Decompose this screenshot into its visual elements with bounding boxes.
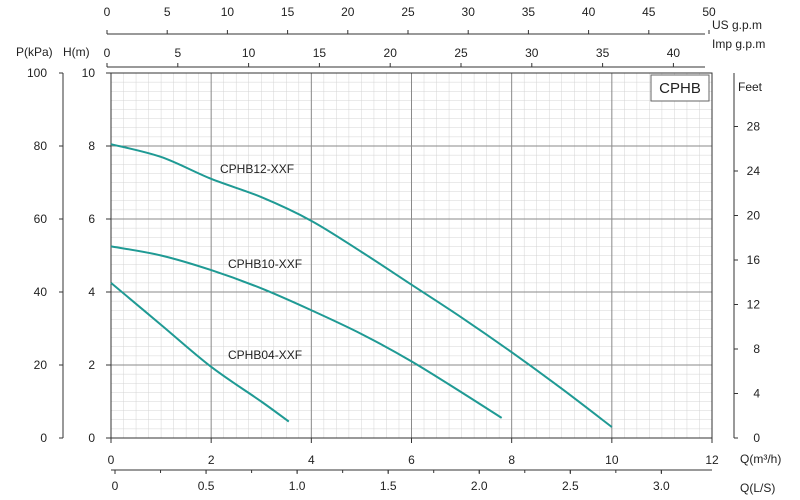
ls-tick-label: 2.0 bbox=[471, 479, 488, 493]
imp-tick-label: 25 bbox=[454, 46, 468, 60]
feet-tick-label: 12 bbox=[747, 297, 761, 311]
us-tick-label: 30 bbox=[462, 5, 476, 19]
curve-label: CPHB04-XXF bbox=[228, 348, 302, 362]
us-tick-label: 35 bbox=[522, 5, 536, 19]
us-tick-label: 0 bbox=[104, 5, 111, 19]
chart-title: CPHB bbox=[659, 80, 701, 97]
curve-label: CPHB12-XXF bbox=[220, 162, 294, 176]
curve-cphb12-xxf bbox=[110, 143, 613, 428]
curve-cphb04-xxf bbox=[110, 282, 290, 423]
us-tick-label: 10 bbox=[221, 5, 235, 19]
us-tick-label: 40 bbox=[582, 5, 596, 19]
curve-label: CPHB10-XXF bbox=[228, 257, 302, 271]
x-tick-label: 10 bbox=[605, 453, 619, 467]
kpa-tick-label: 20 bbox=[34, 358, 48, 372]
feet-tick-label: 4 bbox=[753, 386, 760, 400]
kpa-tick-label: 80 bbox=[34, 139, 48, 153]
h-axis-label: H(m) bbox=[63, 45, 90, 59]
imp-tick-label: 0 bbox=[104, 46, 111, 60]
curves bbox=[110, 143, 613, 428]
ls-tick-label: 3.0 bbox=[653, 479, 670, 493]
h-tick-label: 4 bbox=[88, 285, 95, 299]
us-tick-label: 5 bbox=[164, 5, 171, 19]
kpa-axis-label: P(kPa) bbox=[16, 45, 53, 59]
x-tick-label: 12 bbox=[705, 453, 719, 467]
h-tick-label: 10 bbox=[82, 66, 96, 80]
ls-axis-label: Q(L/S) bbox=[740, 481, 775, 495]
title-box bbox=[650, 74, 710, 102]
feet-tick-label: 28 bbox=[747, 119, 761, 133]
imp-tick-label: 30 bbox=[525, 46, 539, 60]
x-tick-label: 2 bbox=[208, 453, 215, 467]
feet-axis-label: Feet bbox=[738, 80, 763, 94]
imp-tick-label: 10 bbox=[242, 46, 256, 60]
kpa-tick-label: 40 bbox=[34, 285, 48, 299]
curve-cphb10-xxf bbox=[110, 245, 503, 419]
h-tick-label: 2 bbox=[88, 358, 95, 372]
kpa-tick-label: 100 bbox=[27, 66, 47, 80]
x-tick-label: 0 bbox=[108, 453, 115, 467]
us-tick-label: 45 bbox=[642, 5, 656, 19]
kpa-tick-label: 60 bbox=[34, 212, 48, 226]
feet-tick-label: 16 bbox=[747, 253, 761, 267]
ls-tick-label: 1.5 bbox=[380, 479, 397, 493]
imp-tick-label: 20 bbox=[384, 46, 398, 60]
us-tick-label: 50 bbox=[702, 5, 716, 19]
h-tick-label: 8 bbox=[88, 139, 95, 153]
x-tick-label: 8 bbox=[508, 453, 515, 467]
us-axis-label: US g.p.m bbox=[712, 18, 762, 32]
feet-tick-label: 8 bbox=[753, 342, 760, 356]
us-tick-label: 25 bbox=[401, 5, 415, 19]
ls-tick-label: 1.0 bbox=[289, 479, 306, 493]
kpa-tick-label: 0 bbox=[40, 431, 47, 445]
h-tick-label: 0 bbox=[88, 431, 95, 445]
ls-tick-label: 0.5 bbox=[198, 479, 215, 493]
feet-tick-label: 24 bbox=[747, 164, 761, 178]
ls-tick-label: 0 bbox=[112, 479, 119, 493]
us-tick-label: 15 bbox=[281, 5, 295, 19]
labels: 0 2 4 6 8 10 12 Q(m³/h)0 0.5 1.0 1.5 2.0 2.5 3.0 Q(L/S… bbox=[16, 5, 781, 495]
imp-tick-label: 40 bbox=[667, 46, 681, 60]
imp-tick-label: 15 bbox=[313, 46, 327, 60]
x-axis-label: Q(m³/h) bbox=[740, 452, 781, 466]
ls-tick-label: 2.5 bbox=[562, 479, 579, 493]
h-tick-label: 6 bbox=[88, 212, 95, 226]
imp-tick-label: 5 bbox=[174, 46, 181, 60]
feet-tick-label: 0 bbox=[753, 431, 760, 445]
x-tick-label: 4 bbox=[308, 453, 315, 467]
feet-tick-label: 20 bbox=[747, 208, 761, 222]
imp-axis-label: Imp g.p.m bbox=[712, 37, 765, 51]
x-tick-label: 6 bbox=[408, 453, 415, 467]
imp-tick-label: 35 bbox=[596, 46, 610, 60]
axes bbox=[59, 30, 738, 474]
us-tick-label: 20 bbox=[341, 5, 355, 19]
